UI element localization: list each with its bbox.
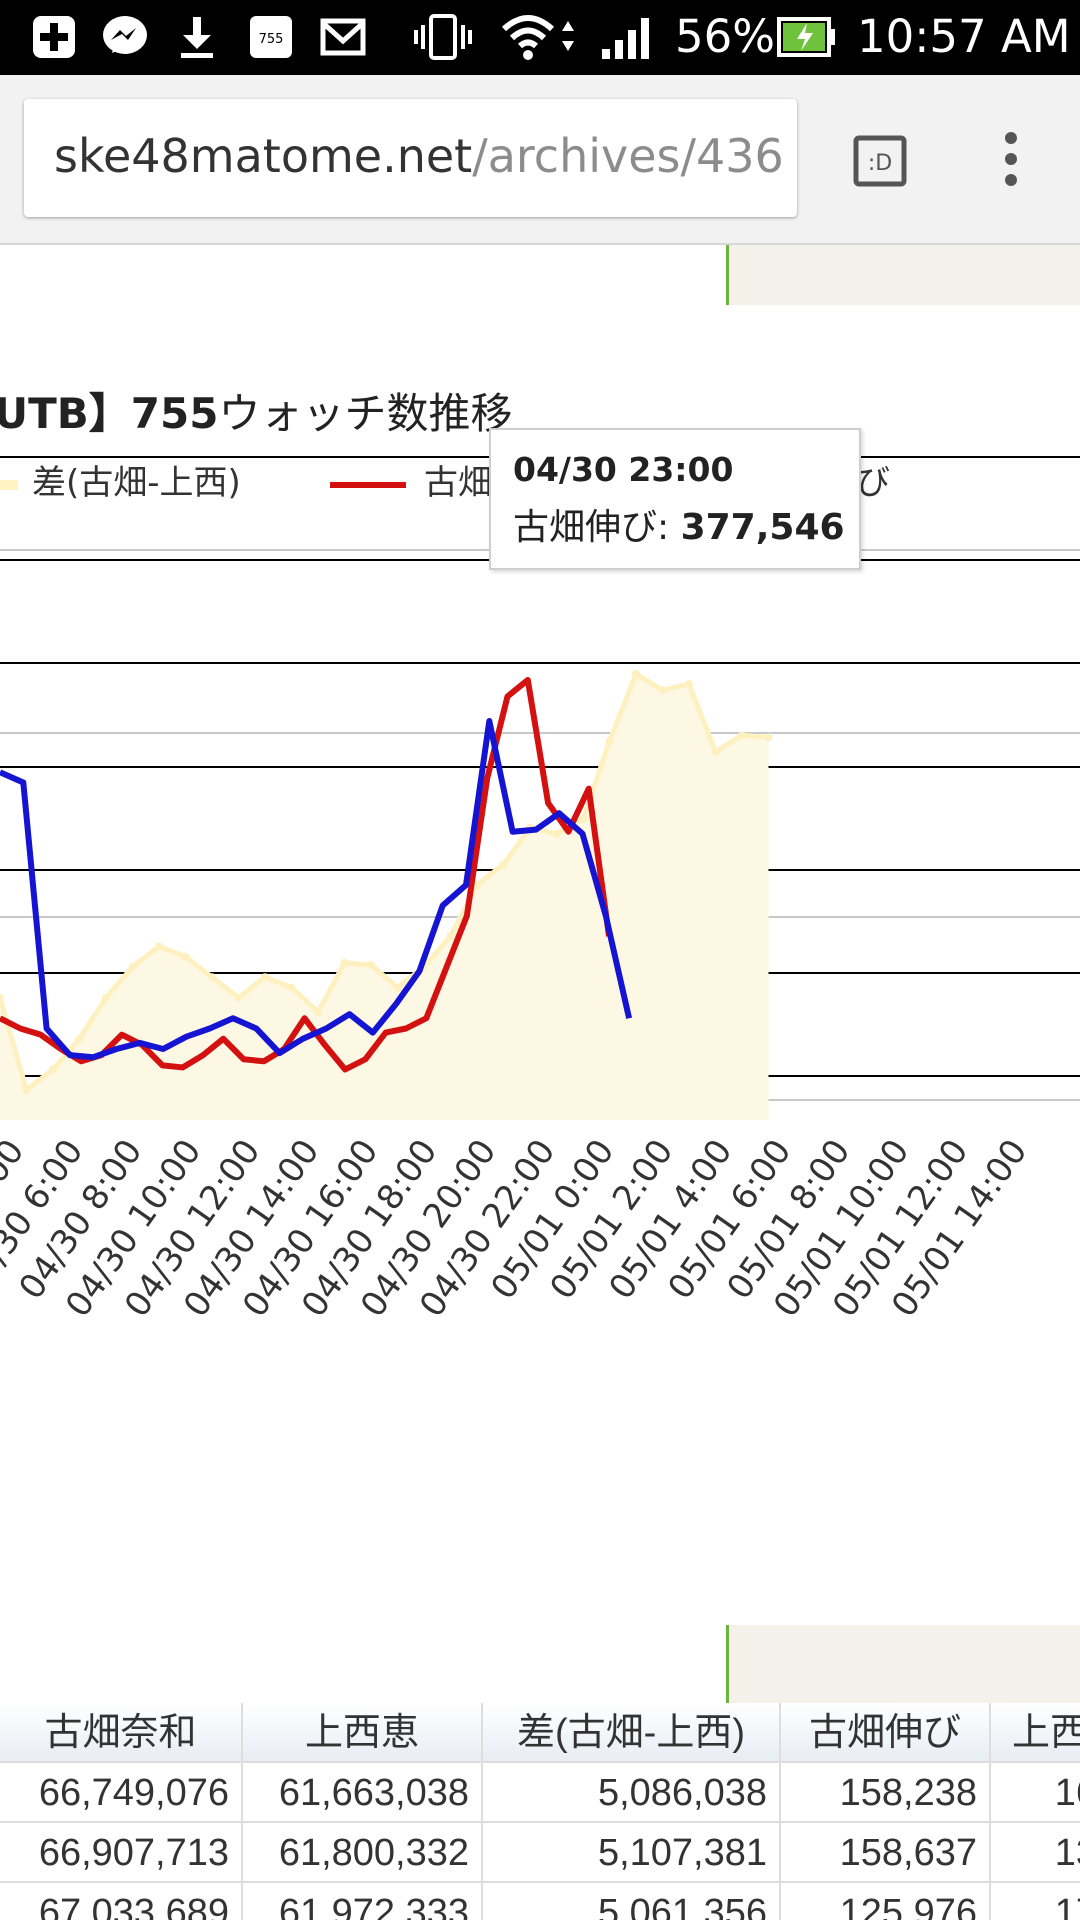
table-cell: 5,061,356	[483, 1883, 781, 1920]
overflow-menu-button[interactable]	[998, 131, 1024, 187]
diff-point	[128, 963, 137, 971]
table-cell: 158,637	[781, 1823, 991, 1883]
data-table: 古畑奈和上西恵差(古畑-上西)古畑伸び上西66,749,07661,663,03…	[0, 1703, 1080, 1920]
diff-point	[0, 993, 4, 1002]
diff-point	[632, 669, 640, 678]
diff-point	[75, 1034, 84, 1043]
diff-point	[658, 686, 667, 695]
diff-point	[473, 881, 481, 889]
table-cell: 5,086,038	[483, 1763, 781, 1823]
browser-toolbar: ske48matome.net/archives/436 :D	[0, 75, 1080, 245]
table-cell: 61,663,038	[243, 1763, 483, 1823]
chart-title-rest: ウォッチ数推移	[218, 389, 513, 438]
tooltip-series-label: 古畑伸び:	[513, 507, 681, 548]
plus-notification-icon	[30, 14, 78, 60]
more-vert-icon	[1005, 132, 1017, 186]
legend-furuhata-swatch	[330, 481, 406, 488]
wifi-icon	[500, 14, 578, 60]
table-cell: 66,907,713	[0, 1823, 243, 1883]
diff-series-line	[0, 670, 769, 1095]
url-path: /archives/436	[472, 129, 784, 183]
diff-point	[287, 983, 296, 992]
bottom-page-fragment	[726, 1625, 1080, 1705]
app-755-icon: 755	[248, 14, 294, 60]
page-content: UTB】755ウォッチ数推移 差(古畑-上西) 古畑 び 04/30 4:000…	[0, 245, 1080, 1920]
table-header-cell: 差(古畑-上西)	[483, 1703, 781, 1763]
tooltip-value-line: 古畑伸び: 377,546	[513, 498, 845, 550]
top-page-fragment	[726, 245, 1080, 305]
legend-furuhata-label: 古畑	[424, 463, 492, 503]
diff-point	[208, 973, 216, 982]
table-header-cell: 古畑奈和	[0, 1703, 243, 1763]
diff-point	[552, 829, 561, 838]
diff-point	[764, 733, 773, 742]
diff-point	[181, 952, 190, 961]
diff-point	[49, 1065, 57, 1074]
table-header-cell: 上西恵	[243, 1703, 483, 1763]
table-header-cell: 古畑伸び	[781, 1703, 991, 1763]
chart-title-bold: UTB】755	[0, 389, 219, 438]
legend-diff-label: 差(古畑-上西)	[32, 463, 241, 503]
diff-point	[499, 860, 508, 869]
legend-diff[interactable]: 差(古畑-上西)	[0, 455, 241, 504]
diff-point	[155, 942, 163, 951]
diff-area	[0, 673, 769, 1120]
status-bar: 755 56% 10:57 AM	[0, 0, 1080, 75]
table-cell: 16	[991, 1763, 1080, 1823]
tooltip-value: 377,546	[680, 507, 845, 548]
diff-point	[234, 993, 243, 1002]
table-cell: 61,972,333	[243, 1883, 483, 1920]
table-cell: 66,749,076	[0, 1763, 243, 1823]
clock-time: 10:57 AM	[857, 10, 1071, 63]
url-host: ske48matome.net	[54, 129, 473, 183]
download-icon	[177, 14, 217, 60]
legend-partial-label: び	[856, 463, 890, 503]
diff-point	[340, 958, 349, 967]
diff-point	[393, 983, 402, 992]
diff-point	[605, 737, 614, 746]
svg-text:755: 755	[259, 32, 284, 47]
diff-point	[685, 680, 693, 689]
reader-mode-button[interactable]: :D	[853, 135, 907, 187]
diff-point	[738, 731, 746, 740]
mail-icon	[320, 14, 366, 60]
table-cell: 5,107,381	[483, 1823, 781, 1883]
diff-point	[711, 747, 720, 756]
messenger-icon	[100, 14, 150, 60]
chart-title: UTB】755ウォッチ数推移	[0, 380, 512, 441]
chart-tooltip: 04/30 23:00 古畑伸び: 377,546	[489, 428, 861, 570]
table-cell: 61,800,332	[243, 1823, 483, 1883]
diff-point	[102, 993, 110, 1002]
uenishi-series-line	[0, 718, 633, 1061]
diff-point	[314, 1008, 322, 1017]
reader-mode-icon: :D	[868, 151, 892, 176]
battery-charging-icon	[777, 14, 837, 60]
diff-point	[22, 1086, 31, 1094]
table-cell: 125,976	[781, 1883, 991, 1920]
diff-point	[446, 932, 455, 941]
url-text: ske48matome.net/archives/436	[54, 129, 784, 183]
table-header-cell: 上西	[991, 1703, 1080, 1763]
signal-icon	[600, 14, 656, 60]
tooltip-time: 04/30 23:00	[513, 450, 734, 489]
legend-furuhata[interactable]: 古畑	[330, 455, 492, 504]
diff-point	[261, 973, 269, 982]
vibrate-icon	[413, 14, 473, 60]
table-cell: 158,238	[781, 1763, 991, 1823]
battery-percent: 56%	[675, 10, 776, 63]
legend-partial[interactable]: び	[856, 455, 890, 504]
table-cell: 13	[991, 1823, 1080, 1883]
legend-diff-swatch	[0, 479, 18, 490]
diff-point	[579, 815, 587, 824]
table-cell: 67,033,689	[0, 1883, 243, 1920]
table-cell: 17	[991, 1883, 1080, 1920]
diff-point	[367, 960, 375, 969]
url-field[interactable]: ske48matome.net/archives/436	[24, 99, 797, 217]
